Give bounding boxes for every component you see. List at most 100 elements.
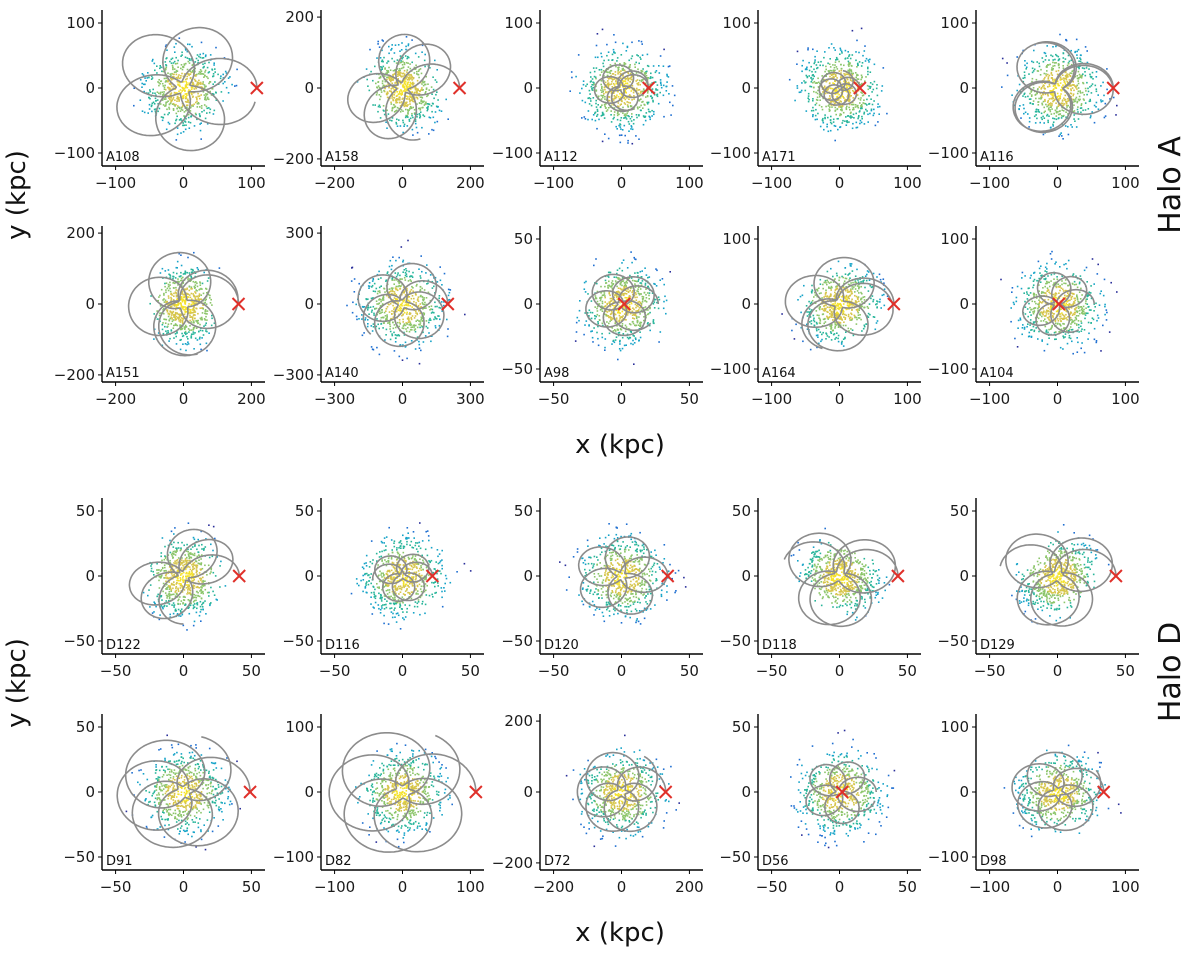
particle [1033, 49, 1035, 52]
particle [618, 314, 621, 317]
particle [203, 65, 205, 68]
particle [191, 81, 194, 84]
particle [1024, 60, 1026, 62]
particle [1056, 107, 1058, 110]
particle [409, 329, 412, 331]
particle [627, 142, 629, 144]
particle [164, 84, 166, 87]
particle [601, 28, 604, 31]
particle [810, 109, 813, 112]
particle [401, 305, 403, 307]
particle [1065, 39, 1067, 41]
particle [1085, 67, 1088, 69]
particle [637, 290, 639, 293]
particle [1053, 117, 1056, 120]
particle [639, 270, 642, 273]
particle [856, 105, 859, 108]
particle [607, 71, 609, 74]
particle [1106, 88, 1108, 91]
particle [1023, 74, 1026, 77]
particle [857, 62, 859, 65]
particle [403, 334, 406, 336]
particle [168, 87, 170, 90]
particle [199, 81, 202, 84]
particle [387, 113, 390, 115]
particle [393, 306, 396, 309]
particle [1071, 70, 1073, 73]
particle [1054, 98, 1056, 101]
particle [193, 309, 196, 312]
particle [165, 80, 167, 83]
particle [617, 76, 620, 79]
particle [423, 303, 425, 306]
progenitor-marker-A158 [452, 81, 467, 95]
particle [624, 78, 627, 80]
particle [857, 74, 859, 76]
particle [600, 94, 602, 97]
particle [206, 349, 208, 352]
particle [419, 288, 422, 291]
particle [176, 95, 179, 98]
particle [420, 100, 422, 102]
particle [159, 67, 161, 70]
particle [158, 107, 161, 110]
particle [224, 70, 227, 73]
particle [614, 97, 617, 100]
particle [1076, 84, 1079, 87]
particle [400, 94, 403, 96]
particle [379, 57, 382, 59]
particle [1054, 58, 1056, 61]
particle [383, 311, 386, 314]
particle [159, 83, 161, 85]
particle [1051, 108, 1053, 110]
particle [1062, 65, 1064, 67]
particle [1086, 93, 1088, 96]
particle [183, 73, 186, 75]
particle [649, 76, 652, 78]
particle [1023, 112, 1025, 115]
particle [170, 74, 172, 77]
particle [181, 54, 183, 56]
x-tick-label: −100 [969, 174, 1010, 192]
particle [410, 96, 412, 98]
particle [1095, 106, 1097, 108]
particle [191, 86, 194, 89]
particle [155, 94, 157, 96]
particle [833, 47, 835, 49]
particle [172, 271, 175, 274]
particle [624, 98, 627, 101]
particle [667, 65, 670, 68]
particle [180, 319, 182, 322]
particle [401, 85, 404, 87]
particle [590, 80, 592, 82]
particle [626, 104, 629, 106]
particle [834, 109, 837, 112]
particle [162, 117, 165, 119]
particle [404, 80, 407, 83]
particle [375, 325, 378, 328]
particle [156, 72, 158, 74]
particle [1042, 115, 1044, 118]
particle [411, 128, 414, 131]
particle [168, 273, 170, 276]
particle [1087, 87, 1089, 90]
particle [624, 63, 627, 65]
particle [656, 93, 659, 96]
particle [1049, 63, 1051, 66]
particle [179, 339, 181, 341]
particle [615, 125, 617, 128]
particle [658, 65, 660, 67]
particle [386, 306, 389, 308]
particle [170, 82, 172, 84]
particle [201, 337, 203, 339]
particle [388, 90, 391, 92]
particle [857, 106, 860, 109]
particle [199, 329, 202, 332]
particle [405, 273, 408, 275]
particle [1024, 76, 1026, 79]
particle [372, 323, 375, 325]
particle [391, 109, 393, 112]
particle [212, 75, 214, 78]
particle [424, 53, 426, 56]
particle [1037, 110, 1040, 113]
